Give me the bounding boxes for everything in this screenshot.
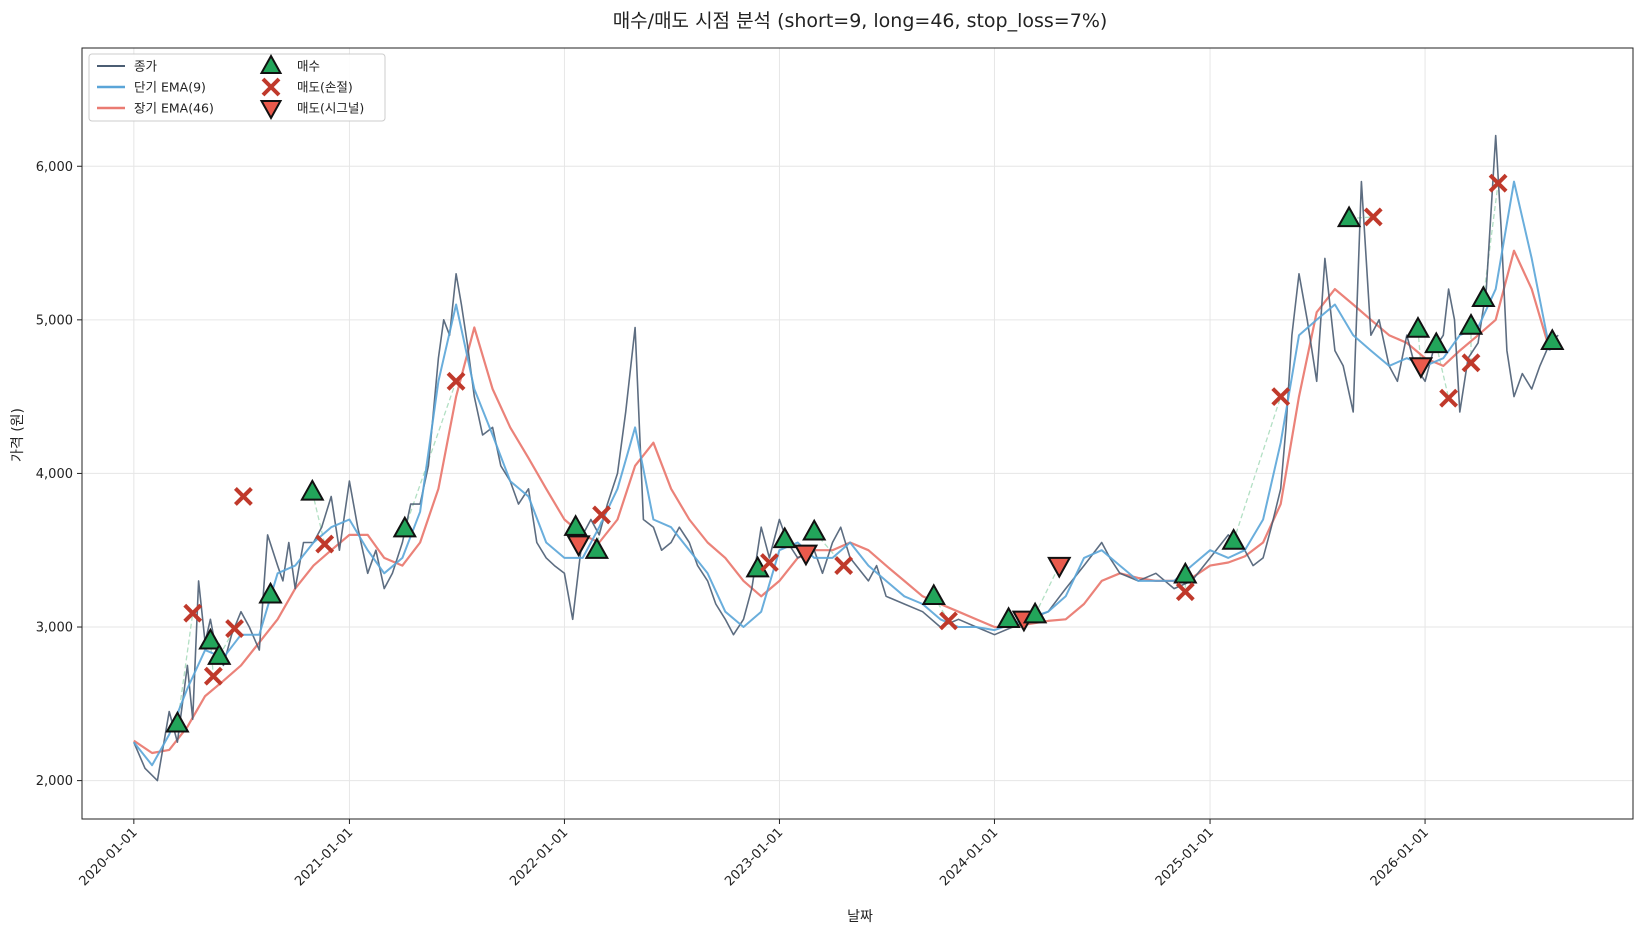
sell-stop-marker <box>939 611 958 631</box>
y-tick-label: 2,000 <box>36 774 73 789</box>
y-tick-label: 5,000 <box>36 313 73 328</box>
y-tick-label: 6,000 <box>36 160 73 175</box>
legend-label-buy: 매수 <box>297 59 320 74</box>
plot-background <box>82 48 1633 819</box>
sell-stop-marker <box>446 371 466 391</box>
chart-title: 매수/매도 시점 분석 (short=9, long=46, stop_loss… <box>613 10 1108 32</box>
buy-marker <box>258 581 283 604</box>
legend-swatch-sell-signal <box>259 100 283 121</box>
buy-marker <box>1022 601 1048 624</box>
legend-label-ema-long: 장기 EMA(46) <box>134 101 214 116</box>
buy-marker <box>1173 561 1198 584</box>
sell-stop-marker <box>203 666 223 686</box>
sell-stop-marker <box>1439 388 1459 408</box>
buy-marker <box>1336 205 1362 228</box>
sell-stop-marker <box>225 619 244 638</box>
series-line-close <box>133 134 1559 782</box>
legend-label-ema-short: 단기 EMA(9) <box>134 80 206 95</box>
buy-marker <box>300 478 325 501</box>
trade-link <box>1034 565 1060 616</box>
buy-marker <box>1405 316 1431 338</box>
sell-stop-marker <box>315 534 335 554</box>
trade-link <box>1435 344 1450 399</box>
buy-marker <box>198 627 223 650</box>
sell-stop-marker <box>760 553 779 572</box>
sell-stop-marker <box>1461 353 1481 373</box>
buy-marker <box>1458 312 1484 335</box>
buy-marker <box>1471 285 1496 308</box>
legend-label-sell-signal: 매도(시그널) <box>297 101 364 116</box>
buy-marker <box>392 515 417 538</box>
legend-swatch-sell-stop <box>261 77 281 97</box>
buy-marker <box>1221 527 1246 550</box>
legend-label-sell-stop: 매도(손절) <box>297 80 353 95</box>
sell-signal-marker <box>566 535 591 558</box>
y-axis-label: 가격 (원) <box>10 408 26 462</box>
buy-marker <box>207 643 232 665</box>
plot-frame <box>81 47 1634 820</box>
legend-box <box>88 53 386 122</box>
y-tick-label: 3,000 <box>36 621 73 636</box>
plot-content <box>133 134 1559 782</box>
legend-label-close: 종가 <box>134 59 158 74</box>
sell-stop-marker <box>1488 173 1508 193</box>
trade-link <box>1482 183 1499 299</box>
buy-marker <box>584 537 609 559</box>
sell-stop-marker <box>1363 207 1383 227</box>
sell-stop-marker <box>1271 387 1291 407</box>
sell-stop-marker <box>183 603 203 623</box>
trade-link <box>1417 329 1422 366</box>
buy-marker <box>996 606 1021 629</box>
sell-stop-marker <box>233 487 253 506</box>
legend-swatch-buy <box>259 53 283 74</box>
buy-marker <box>921 583 946 606</box>
sell-stop-marker <box>592 505 611 525</box>
buy-marker <box>1540 328 1565 351</box>
sell-signal-marker <box>1047 556 1072 579</box>
series-line-ema-long <box>133 249 1551 755</box>
sell-stop-marker <box>1175 582 1195 602</box>
sell-stop-marker <box>834 556 854 575</box>
trade-link <box>1232 396 1282 542</box>
x-axis-label: 날짜 <box>847 909 873 925</box>
buy-marker <box>802 518 827 541</box>
buy-marker <box>165 710 190 733</box>
series-line-ema-short <box>133 180 1551 767</box>
sell-signal-marker <box>1408 357 1434 379</box>
buy-marker <box>1424 331 1449 354</box>
y-tick-label: 4,000 <box>36 467 73 482</box>
sell-signal-marker <box>793 544 819 567</box>
buy-marker <box>772 526 797 549</box>
buy-marker <box>563 514 588 536</box>
